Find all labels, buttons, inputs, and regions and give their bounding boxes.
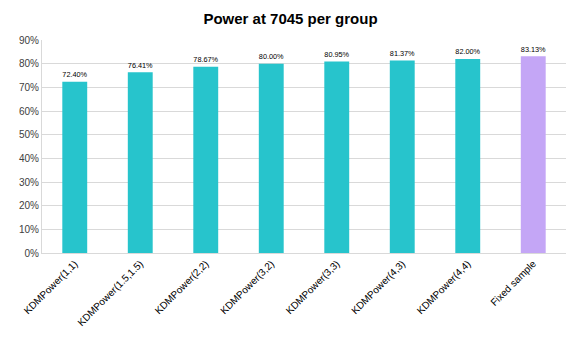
svg-text:KDMPower(1.5,1.5): KDMPower(1.5,1.5) [75,258,145,328]
svg-text:Power at 7045 per group: Power at 7045 per group [203,10,377,27]
svg-text:70%: 70% [19,82,39,93]
svg-text:KDMPower(3,3): KDMPower(3,3) [284,258,342,316]
svg-text:20%: 20% [19,200,39,211]
svg-text:50%: 50% [19,129,39,140]
svg-text:KDMPower(3,2): KDMPower(3,2) [218,258,276,316]
svg-text:KDMPower(2,2): KDMPower(2,2) [153,258,211,316]
svg-text:90%: 90% [19,35,39,46]
svg-text:KDMPower(1,1): KDMPower(1,1) [22,258,80,316]
svg-text:82.00%: 82.00% [455,47,480,56]
svg-text:60%: 60% [19,106,39,117]
svg-text:81.37%: 81.37% [390,49,415,58]
svg-text:72.40%: 72.40% [62,70,87,79]
svg-text:80.95%: 80.95% [324,50,349,59]
svg-text:78.67%: 78.67% [193,55,218,64]
svg-text:Fixed sample: Fixed sample [488,258,538,308]
svg-text:10%: 10% [19,224,39,235]
svg-text:80%: 80% [19,58,39,69]
svg-text:30%: 30% [19,177,39,188]
svg-text:KDMPower(4,4): KDMPower(4,4) [415,258,473,316]
svg-text:83.13%: 83.13% [521,45,546,54]
svg-text:40%: 40% [19,153,39,164]
svg-text:76.41%: 76.41% [128,61,153,70]
svg-text:0%: 0% [25,248,40,259]
svg-text:KDMPower(4,3): KDMPower(4,3) [349,258,407,316]
svg-text:80.00%: 80.00% [259,52,284,61]
